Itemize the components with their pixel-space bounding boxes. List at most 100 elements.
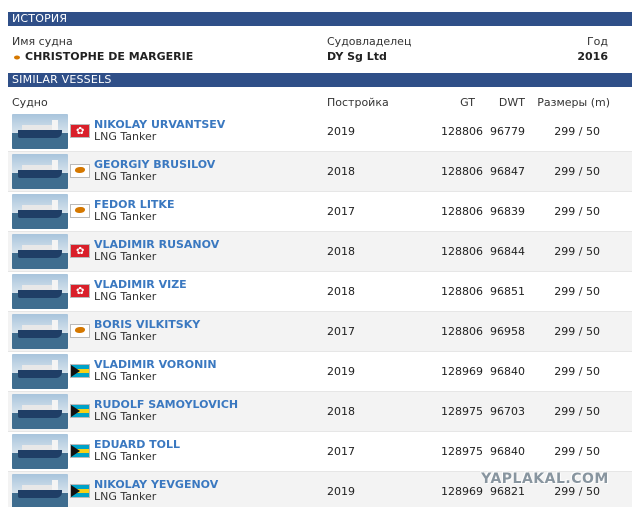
bahamas-flag-icon [70,484,90,498]
vessel-built-year: 2019 [327,485,355,498]
vessel-photo[interactable] [12,394,68,429]
col-year-label: Год [586,35,608,48]
vessel-row[interactable]: GEORGIY BRUSILOV LNG Tanker 2018 128806 9684… [8,152,632,192]
vessel-name-link[interactable]: VLADIMIR VIZE [94,278,187,291]
vessel-gt: 128806 [441,165,483,178]
vessel-row[interactable]: FEDOR LITKE LNG Tanker 2017 128806 96839 299 … [8,192,632,232]
vessel-gt: 128975 [441,405,483,418]
vessel-photo[interactable] [12,354,68,389]
vessel-photo[interactable] [12,434,68,469]
col-ship-name-label: Имя судна [12,35,73,48]
vessel-photo[interactable] [12,474,68,507]
history-year: 2016 [577,50,608,63]
cyprus-flag-icon [70,204,90,218]
vessel-name-link[interactable]: FEDOR LITKE [94,198,175,211]
vessel-photo[interactable] [12,314,68,349]
history-owner: DY Sg Ltd [327,50,387,63]
vessel-photo[interactable] [12,154,68,189]
vessel-name-link[interactable]: VLADIMIR RUSANOV [94,238,220,251]
vessel-type: LNG Tanker [94,330,157,343]
col-vessel-label: Судно [12,96,48,109]
vessel-size: 299 / 50 [554,245,600,258]
col-size-label: Размеры (m) [537,96,610,109]
vessel-size: 299 / 50 [554,445,600,458]
vessel-name-link[interactable]: GEORGIY BRUSILOV [94,158,216,171]
vessel-gt: 128806 [441,205,483,218]
hong-kong-flag-icon: ✿ [70,244,90,258]
vessel-type: LNG Tanker [94,250,157,263]
vessel-built-year: 2017 [327,445,355,458]
vessel-gt: 128969 [441,365,483,378]
vessel-photo[interactable] [12,194,68,229]
vessel-type: LNG Tanker [94,170,157,183]
vessel-gt: 128806 [441,245,483,258]
vessel-built-year: 2019 [327,125,355,138]
watermark: YAPLAKAL.COM [481,471,609,487]
vessel-type: LNG Tanker [94,210,157,223]
vessel-dwt: 96779 [490,125,525,138]
history-column-headers: Имя судна Судовладелец Год [8,35,632,49]
vessel-photo[interactable] [12,234,68,269]
vessel-name-link[interactable]: NIKOLAY URVANTSEV [94,118,226,131]
vessel-built-year: 2017 [327,325,355,338]
vessel-row[interactable]: BORIS VILKITSKY LNG Tanker 2017 128806 96958… [8,312,632,352]
vessel-type: LNG Tanker [94,490,157,503]
vessel-photo[interactable] [12,274,68,309]
vessel-row[interactable]: RUDOLF SAMOYLOVICH LNG Tanker 2018 128975 96… [8,392,632,432]
vessel-dwt: 96821 [490,485,525,498]
vessel-name-link[interactable]: NIKOLAY YEVGENOV [94,478,219,491]
vessel-gt: 128969 [441,485,483,498]
vessel-built-year: 2018 [327,165,355,178]
vessel-type: LNG Tanker [94,290,157,303]
bahamas-flag-icon [70,444,90,458]
vessel-name-link[interactable]: RUDOLF SAMOYLOVICH [94,398,239,411]
cyprus-flag-icon [12,52,22,62]
vessel-gt: 128806 [441,125,483,138]
vessel-built-year: 2017 [327,205,355,218]
bahamas-flag-icon [70,364,90,378]
col-gt-label: GT [460,96,475,109]
vessel-dwt: 96839 [490,205,525,218]
hong-kong-flag-icon: ✿ [70,284,90,298]
cyprus-flag-icon [70,324,90,338]
vessel-photo[interactable] [12,114,68,149]
vessel-row[interactable]: ✿ VLADIMIR RUSANOV LNG Tanker 2018 128806 968… [8,232,632,272]
vessel-gt: 128806 [441,325,483,338]
history-row: CHRISTOPHE DE MARGERIE DY Sg Ltd 2016 [8,50,632,66]
vessel-size: 299 / 50 [554,205,600,218]
vessel-built-year: 2018 [327,405,355,418]
vessel-dwt: 96703 [490,405,525,418]
vessel-row[interactable]: ✿ VLADIMIR VIZE LNG Tanker 2018 128806 96851 2… [8,272,632,312]
vessel-size: 299 / 50 [554,165,600,178]
vessel-name-link[interactable]: BORIS VILKITSKY [94,318,201,331]
vessel-dwt: 96958 [490,325,525,338]
col-built-label: Постройка [327,96,389,109]
hong-kong-flag-icon: ✿ [70,124,90,138]
vessel-dwt: 96851 [490,285,525,298]
history-ship-name: CHRISTOPHE DE MARGERIE [25,50,194,63]
vessel-name-link[interactable]: VLADIMIR VORONIN [94,358,217,371]
vessel-size: 299 / 50 [554,365,600,378]
vessel-row[interactable]: EDUARD TOLL LNG Tanker 2017 128975 96840 299 … [8,432,632,472]
history-header: ИСТОРИЯ [8,12,632,26]
vessel-size: 299 / 50 [554,125,600,138]
vessel-type: LNG Tanker [94,370,157,383]
vessel-row[interactable]: VLADIMIR VORONIN LNG Tanker 2019 128969 9684… [8,352,632,392]
vessel-size: 299 / 50 [554,285,600,298]
vessel-row[interactable]: NIKOLAY YEVGENOV LNG Tanker 2019 128969 9682… [8,472,632,507]
col-owner-label: Судовладелец [327,35,412,48]
vessel-dwt: 96840 [490,445,525,458]
vessel-dwt: 96840 [490,365,525,378]
vessel-row[interactable]: ✿ NIKOLAY URVANTSEV LNG Tanker 2019 128806 96… [8,112,632,152]
vessel-size: 299 / 50 [554,485,600,498]
vessel-name-link[interactable]: EDUARD TOLL [94,438,181,451]
vessel-size: 299 / 50 [554,325,600,338]
vessel-type: LNG Tanker [94,410,157,423]
similar-vessels-header: SIMILAR VESSELS [8,73,632,87]
vessel-column-headers: Судно Постройка GT DWT Размеры (m) [8,96,632,110]
vessel-dwt: 96844 [490,245,525,258]
vessel-gt: 128975 [441,445,483,458]
vessel-built-year: 2018 [327,245,355,258]
vessel-built-year: 2018 [327,285,355,298]
vessel-type: LNG Tanker [94,450,157,463]
